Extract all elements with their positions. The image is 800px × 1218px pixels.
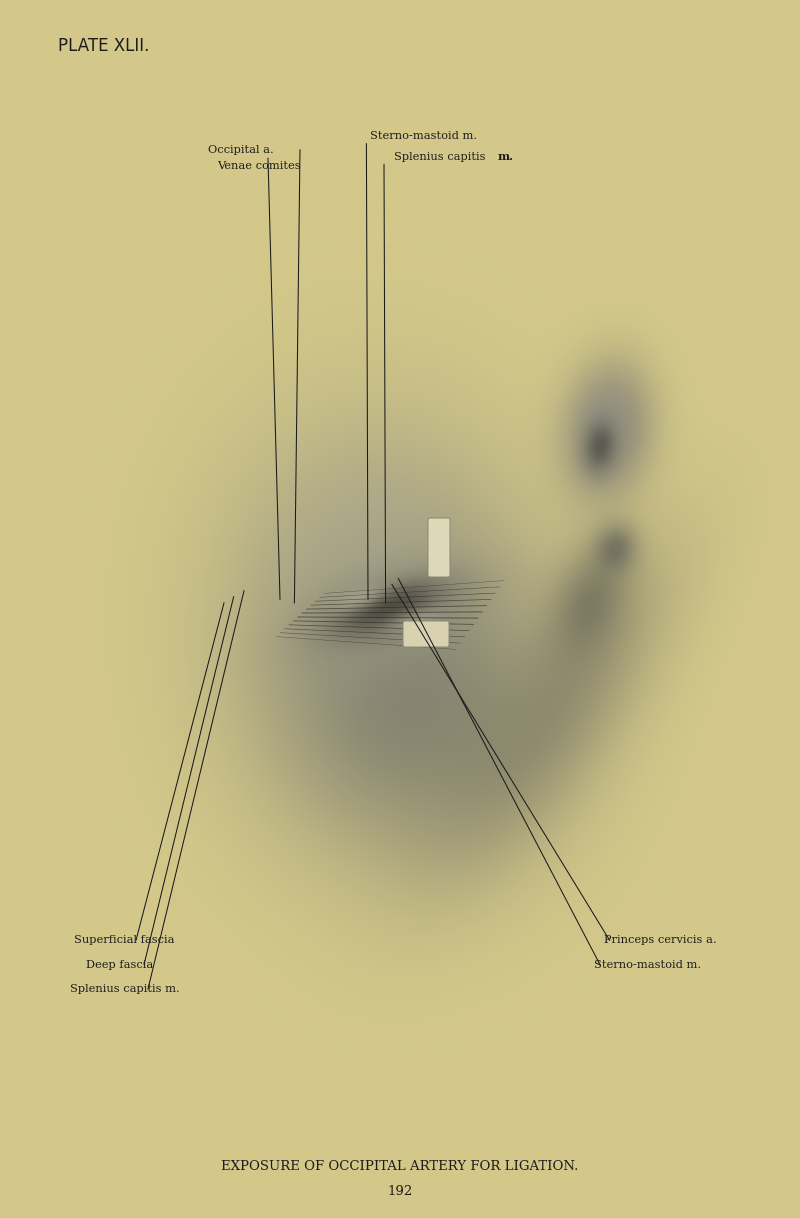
Text: Princeps cervicis a.: Princeps cervicis a. <box>604 935 717 945</box>
Text: Superficial fascia: Superficial fascia <box>74 935 174 945</box>
Text: PLATE XLII.: PLATE XLII. <box>58 38 149 55</box>
Text: Splenius capitis m.: Splenius capitis m. <box>70 984 180 994</box>
Bar <box>50 61 750 1130</box>
Text: Splenius capitis: Splenius capitis <box>394 152 489 162</box>
Text: Deep fascia: Deep fascia <box>86 960 154 970</box>
Text: m.: m. <box>498 151 514 162</box>
Text: Sterno-mastoid m.: Sterno-mastoid m. <box>370 132 477 141</box>
Text: EXPOSURE OF OCCIPITAL ARTERY FOR LIGATION.: EXPOSURE OF OCCIPITAL ARTERY FOR LIGATIO… <box>222 1161 578 1173</box>
FancyBboxPatch shape <box>428 518 450 577</box>
Text: 192: 192 <box>387 1185 413 1197</box>
Text: Sterno-mastoid m.: Sterno-mastoid m. <box>594 960 701 970</box>
FancyBboxPatch shape <box>403 621 449 647</box>
Text: Venae comites: Venae comites <box>218 161 302 171</box>
Text: Occipital a.: Occipital a. <box>208 145 274 155</box>
